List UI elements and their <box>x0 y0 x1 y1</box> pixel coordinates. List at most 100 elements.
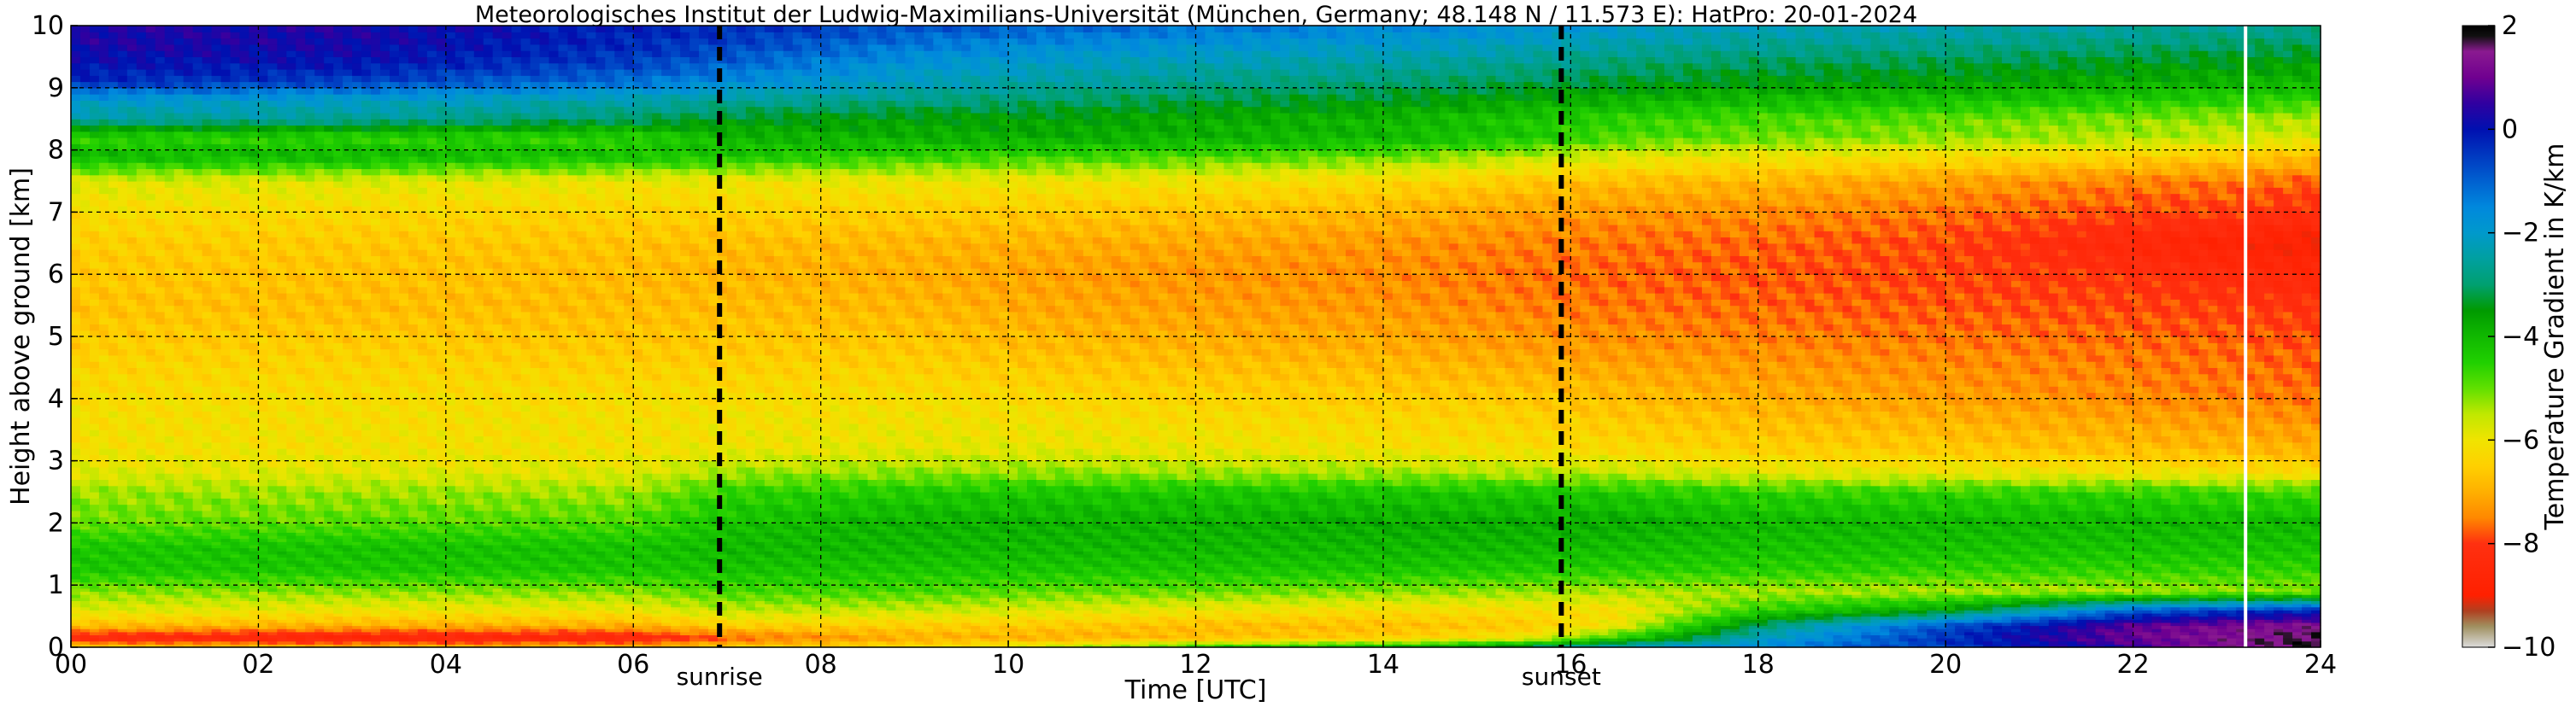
heatmap-cell <box>90 113 100 120</box>
heatmap-cell <box>118 435 128 442</box>
heatmap-cell <box>193 56 203 63</box>
heatmap-cell <box>212 616 222 620</box>
heatmap-cell <box>202 616 213 620</box>
heatmap-cell <box>212 604 222 607</box>
heatmap-cell <box>193 131 203 138</box>
heatmap-cell <box>109 349 119 356</box>
heatmap-cell <box>165 579 175 582</box>
heatmap-cell <box>90 44 100 51</box>
heatmap-cell <box>184 156 194 163</box>
heatmap-cell <box>109 588 119 592</box>
heatmap-cell <box>165 181 175 188</box>
heatmap-cell <box>90 607 100 611</box>
heatmap-cell <box>174 604 185 607</box>
heatmap-cell <box>127 293 138 300</box>
heatmap-cell <box>127 588 138 592</box>
heatmap-cell <box>155 566 166 570</box>
heatmap-cell <box>212 380 222 387</box>
heatmap-cell <box>184 554 194 558</box>
heatmap-cell <box>231 293 241 300</box>
heatmap-cell <box>99 100 109 107</box>
heatmap-cell <box>137 168 147 175</box>
heatmap-cell <box>221 255 232 262</box>
heatmap-cell <box>118 399 128 406</box>
heatmap-cell <box>202 374 213 381</box>
heatmap-cell <box>231 541 241 545</box>
heatmap-cell <box>137 591 147 594</box>
heatmap-cell <box>212 628 222 632</box>
heatmap-cell <box>118 638 128 641</box>
heatmap-cell <box>118 194 128 201</box>
heatmap-cell <box>137 498 147 505</box>
heatmap-cell <box>193 594 203 598</box>
heatmap-cell <box>127 626 138 629</box>
heatmap-cell <box>231 548 241 552</box>
heatmap-cell <box>71 293 81 300</box>
heatmap-cell <box>80 32 91 38</box>
heatmap-cell <box>127 237 138 244</box>
heatmap-cell <box>137 511 147 517</box>
heatmap-cell <box>127 632 138 635</box>
heatmap-cell <box>221 473 232 480</box>
heatmap-cell <box>118 200 128 207</box>
heatmap-cell <box>155 588 166 592</box>
heatmap-cell <box>155 125 166 131</box>
heatmap-cell <box>174 355 185 362</box>
heatmap-cell <box>202 548 213 552</box>
heatmap-cell <box>221 539 232 542</box>
heatmap-cell <box>193 541 203 545</box>
heatmap-cell <box>109 32 119 38</box>
heatmap-cell <box>212 424 222 430</box>
heatmap-cell <box>202 100 213 107</box>
heatmap-cell <box>146 194 156 201</box>
heatmap-cell <box>174 237 185 244</box>
heatmap-cell <box>221 405 232 412</box>
heatmap-cell <box>174 539 185 542</box>
heatmap-cell <box>155 194 166 201</box>
heatmap-cell <box>71 418 81 424</box>
heatmap-cell <box>202 570 213 573</box>
heatmap-cell <box>99 492 109 499</box>
heatmap-cell <box>146 598 156 601</box>
heatmap-cell <box>118 641 128 645</box>
heatmap-cell <box>184 498 194 505</box>
heatmap-cell <box>231 162 241 169</box>
heatmap-cell <box>174 598 185 601</box>
heatmap-cell <box>202 212 213 219</box>
heatmap-cell <box>80 399 91 406</box>
heatmap-cell <box>109 641 119 645</box>
heatmap-cell <box>221 576 232 579</box>
heatmap-cell <box>80 367 91 374</box>
heatmap-cell <box>99 399 109 406</box>
heatmap-cell <box>212 554 222 558</box>
heatmap-cell <box>146 225 156 231</box>
heatmap-cell <box>146 505 156 511</box>
heatmap-cell <box>118 361 128 368</box>
heatmap-cell <box>80 607 91 611</box>
heatmap-cell <box>137 467 147 474</box>
heatmap-cell <box>165 638 175 641</box>
heatmap-cell <box>146 405 156 412</box>
heatmap-cell <box>221 32 232 38</box>
heatmap-cell <box>71 274 81 281</box>
heatmap-cell <box>184 405 194 412</box>
heatmap-cell <box>146 622 156 626</box>
heatmap-cell <box>174 107 185 114</box>
heatmap-cell <box>71 63 81 70</box>
heatmap-cell <box>231 551 241 554</box>
heatmap-cell <box>184 113 194 120</box>
heatmap-cell <box>184 237 194 244</box>
heatmap-cell <box>118 32 128 38</box>
heatmap-cell <box>146 374 156 381</box>
heatmap-cell <box>165 557 175 560</box>
heatmap-cell <box>184 619 194 622</box>
heatmap-cell <box>221 56 232 63</box>
heatmap-cell <box>118 63 128 70</box>
heatmap-cell <box>184 255 194 262</box>
heatmap-cell <box>118 529 128 533</box>
heatmap-cell <box>155 162 166 169</box>
heatmap-cell <box>146 119 156 126</box>
heatmap-cell <box>80 194 91 201</box>
heatmap-cell <box>165 545 175 548</box>
heatmap-cell <box>137 50 147 57</box>
